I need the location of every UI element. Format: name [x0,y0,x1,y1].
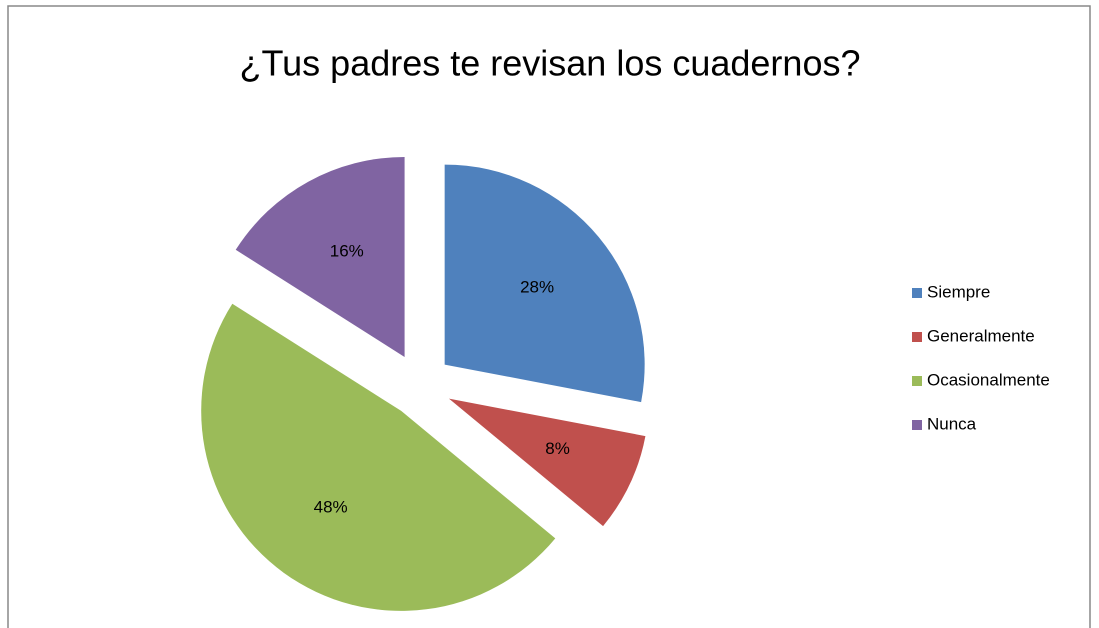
legend-label: Generalmente [927,326,1035,345]
legend-label: Siempre [927,282,990,301]
data-label: 16% [330,241,364,260]
chart-title: ¿Tus padres te revisan los cuadernos? [240,43,861,84]
pie-slice [448,398,646,527]
pie-slice [201,303,556,611]
pie-slice [444,164,645,403]
data-label: 28% [520,278,554,297]
data-label: 8% [545,439,570,458]
legend-swatch [912,420,922,430]
data-label: 48% [314,497,348,516]
legend-label: Ocasionalmente [927,370,1050,389]
legend-swatch [912,332,922,342]
legend-swatch [912,288,922,298]
legend-label: Nunca [927,414,977,433]
pie-slice [235,156,405,357]
legend-swatch [912,376,922,386]
